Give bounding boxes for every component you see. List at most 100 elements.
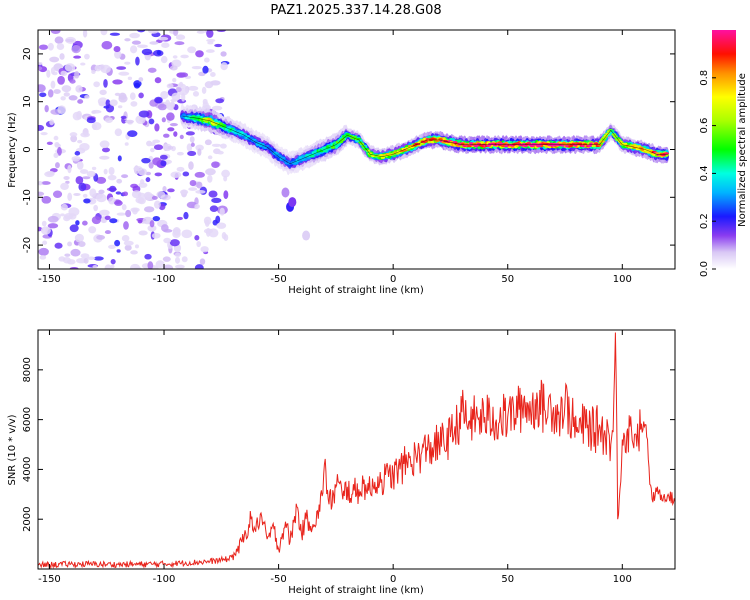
noise-blob: [166, 83, 174, 89]
noise-blob: [139, 179, 145, 185]
noise-blob: [56, 43, 65, 50]
noise-blob: [40, 131, 48, 136]
noise-blob: [202, 65, 209, 74]
noise-blob: [220, 51, 227, 57]
noise-blob: [214, 43, 223, 48]
noise-blob: [129, 92, 136, 100]
noise-blob: [219, 143, 227, 149]
noise-blob: [103, 78, 108, 88]
y-tick-label: -20: [22, 237, 33, 253]
noise-blob: [157, 103, 167, 111]
noise-blob: [38, 66, 43, 71]
noise-blob: [67, 241, 73, 247]
noise-blob: [160, 90, 169, 100]
noise-blob: [77, 139, 83, 144]
noise-blob: [194, 171, 205, 178]
noise-blob: [124, 61, 131, 65]
ridge-mark: [610, 129, 615, 132]
noise-blob: [138, 77, 144, 82]
noise-blob: [80, 132, 90, 138]
noise-blob: [175, 34, 186, 41]
noise-blob: [116, 66, 127, 70]
noise-blob: [113, 46, 121, 53]
ridge-mark: [334, 143, 339, 147]
noise-blob: [211, 161, 220, 168]
noise-blob: [73, 192, 81, 196]
noise-blob: [59, 53, 65, 60]
colorbar-label: Normalized spectral amplitude: [737, 73, 748, 227]
noise-blob: [115, 191, 122, 195]
noise-blob: [219, 207, 225, 216]
noise-blob: [82, 220, 88, 226]
noise-blob: [62, 257, 71, 264]
noise-blob: [147, 224, 157, 232]
noise-blob: [141, 157, 151, 164]
noise-blob: [75, 85, 83, 93]
noise-blob: [104, 215, 111, 221]
noise-blob: [68, 95, 78, 101]
noise-blob: [69, 132, 78, 137]
x-tick-label: -150: [38, 274, 61, 285]
noise-blob: [181, 256, 188, 263]
noise-blob: [95, 193, 107, 203]
noise-blob: [174, 252, 181, 257]
noise-blob: [125, 209, 132, 218]
noise-blob: [80, 62, 86, 66]
noise-blob: [54, 36, 64, 44]
noise-blob: [179, 134, 184, 140]
noise-blob: [93, 81, 100, 88]
noise-blob: [64, 253, 71, 257]
noise-blob: [147, 30, 159, 34]
noise-blob: [150, 147, 155, 153]
noise-blob: [91, 110, 97, 115]
noise-blob: [203, 57, 210, 63]
noise-blob: [60, 213, 65, 217]
noise-blob: [204, 219, 210, 227]
noise-blob: [148, 118, 155, 125]
noise-blob: [217, 150, 224, 155]
noise-blob: [63, 92, 70, 97]
noise-blob: [174, 41, 185, 46]
noise-blob: [138, 182, 148, 188]
noise-blob: [83, 198, 91, 204]
noise-blob: [207, 155, 213, 160]
noise-blob: [163, 133, 170, 138]
noise-blob: [121, 235, 130, 242]
noise-blob: [199, 258, 206, 265]
noise-blob: [178, 81, 184, 88]
noise-blob: [52, 190, 63, 198]
noise-blob: [135, 197, 145, 204]
noise-blob: [50, 30, 61, 34]
noise-blob: [38, 124, 45, 131]
noise-blob: [46, 69, 51, 78]
y-tick-label: 8000: [22, 357, 33, 382]
noise-blob: [114, 200, 123, 206]
noise-blob: [201, 86, 207, 94]
noise-blob: [127, 76, 133, 80]
noise-blob: [136, 30, 146, 33]
noise-blob: [108, 166, 115, 176]
noise-blob: [145, 177, 151, 183]
colorbar-tick-label: 0.6: [699, 118, 710, 134]
noise-blob: [160, 160, 167, 167]
y-tick-label: 6000: [22, 407, 33, 432]
ridge-mark: [467, 144, 472, 148]
noise-blob: [55, 162, 60, 169]
colorbar-tick-label: 0.4: [699, 165, 710, 181]
noise-blob: [60, 182, 69, 191]
ridge-mark: [380, 156, 386, 159]
noise-blob: [194, 203, 200, 210]
noise-blob: [79, 169, 89, 174]
noise-blob: [76, 161, 84, 170]
ridge-mark: [587, 144, 592, 147]
spectral-blob: [302, 230, 311, 241]
noise-blob: [89, 188, 97, 198]
y-tick-label: 10: [22, 95, 33, 108]
colorbar-tick-label: 0.8: [699, 70, 710, 86]
noise-blob: [171, 59, 182, 68]
noise-blob: [192, 91, 200, 97]
ridge-mark: [379, 154, 384, 157]
noise-blob: [104, 117, 114, 124]
ridge-mark: [277, 154, 283, 159]
noise-blob: [75, 220, 80, 226]
